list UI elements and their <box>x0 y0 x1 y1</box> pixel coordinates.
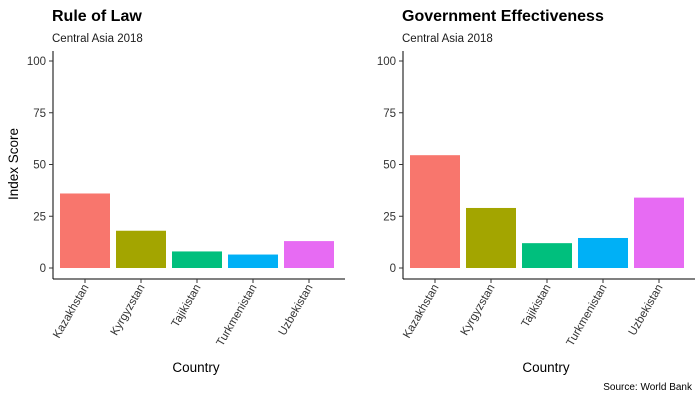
bar-uzbekistan <box>634 197 684 268</box>
y-tick-label: 50 <box>383 160 396 172</box>
y-tick-label: 100 <box>377 56 396 68</box>
bar-turkmenistan <box>578 237 628 268</box>
bar-kazakhstan <box>60 193 110 268</box>
y-tick-label: 25 <box>383 211 396 223</box>
y-tick-label: 25 <box>33 211 46 223</box>
x-tick-label: Turkmenistan <box>565 283 610 349</box>
x-tick-label: Uzbekistan <box>277 283 316 338</box>
y-tick-label: 0 <box>40 263 46 275</box>
bar-tajikistan <box>522 243 572 268</box>
bar-tajikistan <box>172 251 222 268</box>
x-axis-title: Country <box>522 360 570 375</box>
y-tick-label: 50 <box>33 160 46 172</box>
x-tick-label: Kazakhstan <box>51 283 91 341</box>
x-tick-label: Tajikistan <box>520 283 554 330</box>
source-caption: Source: World Bank <box>603 382 693 393</box>
bar-kazakhstan <box>410 155 460 268</box>
panel-subtitle: Central Asia 2018 <box>52 33 143 45</box>
y-tick-label: 75 <box>33 108 46 120</box>
x-tick-label: Kyrgyzstan <box>459 283 498 338</box>
bar-uzbekistan <box>284 241 334 268</box>
y-axis-title: Index Score <box>6 128 21 200</box>
x-tick-label: Kazakhstan <box>401 283 441 341</box>
panel-title: Government Effectiveness <box>402 8 604 25</box>
y-tick-label: 75 <box>383 108 396 120</box>
panel-title: Rule of Law <box>52 8 142 25</box>
bar-kyrgyzstan <box>116 230 166 268</box>
panel-subtitle: Central Asia 2018 <box>402 33 493 45</box>
y-tick-label: 100 <box>27 56 46 68</box>
x-tick-label: Kyrgyzstan <box>109 283 148 338</box>
bar-turkmenistan <box>228 254 278 268</box>
bar-kyrgyzstan <box>466 207 516 268</box>
x-tick-label: Uzbekistan <box>627 283 666 338</box>
x-tick-label: Turkmenistan <box>215 283 260 349</box>
y-tick-label: 0 <box>390 263 396 275</box>
x-tick-label: Tajikistan <box>170 283 204 330</box>
rule-of-law-panel: Rule of Law Central Asia 2018 Country In… <box>6 8 345 375</box>
government-effectiveness-panel: Government Effectiveness Central Asia 20… <box>377 8 695 375</box>
x-axis-title: Country <box>172 360 220 375</box>
